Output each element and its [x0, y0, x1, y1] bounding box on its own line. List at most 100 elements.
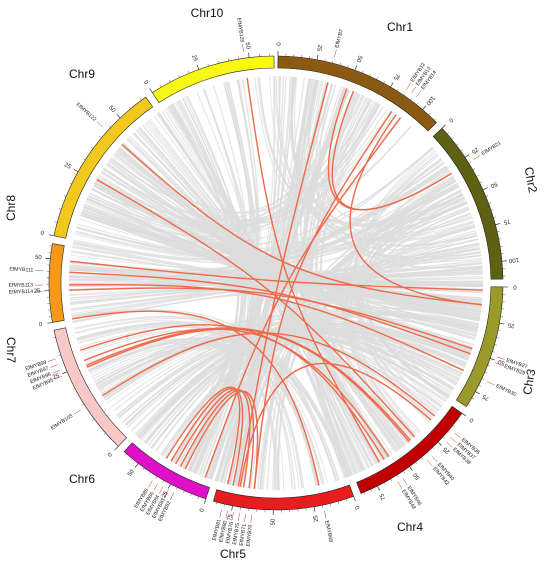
tick-mark: [100, 136, 102, 138]
tick-mark: [58, 355, 60, 356]
chromosome-label-chr4: Chr4: [397, 520, 423, 534]
tick-label: 25: [63, 162, 72, 171]
gene-marker: [427, 460, 432, 466]
tick-mark: [348, 65, 349, 67]
tick-mark: [475, 392, 479, 394]
tick-mark: [346, 499, 347, 501]
tick-mark: [473, 169, 475, 170]
tick-mark: [456, 144, 458, 146]
tick-label: 25: [442, 445, 451, 454]
tick-mark: [443, 437, 445, 439]
tick-mark: [493, 217, 495, 218]
gene-marker: [50, 365, 57, 368]
tick-mark: [438, 442, 442, 446]
chromosome-segment-chr8: [49, 244, 64, 323]
tick-mark: [104, 433, 106, 435]
gene-marker: [406, 83, 410, 90]
chromosome-label-chr7: Chr7: [4, 337, 18, 363]
gene-label-efmyb114: EfMYB114: [9, 289, 34, 296]
chromosome-label-chr8: Chr8: [4, 195, 18, 221]
tick-mark: [499, 323, 504, 324]
chromosome-label-chr5: Chr5: [220, 547, 246, 561]
tick-mark: [416, 462, 418, 464]
gene-marker: [48, 359, 56, 362]
tick-mark: [452, 138, 454, 140]
tick-mark: [131, 459, 133, 461]
tick-mark: [391, 83, 394, 87]
tick-mark: [377, 486, 379, 490]
tick-mark: [483, 188, 488, 190]
tick-label: 0: [142, 80, 149, 87]
tick-label: 75: [391, 72, 400, 81]
tick-label: 100: [508, 256, 519, 263]
tick-mark: [232, 506, 233, 511]
tick-mark: [314, 507, 315, 512]
tick-label: 25: [190, 54, 198, 63]
tick-mark: [332, 61, 333, 63]
tick-mark: [325, 59, 326, 61]
tick-mark: [429, 113, 431, 115]
gene-label-efmyb68: EfMYB68: [323, 520, 333, 543]
tick-mark: [70, 183, 72, 184]
gene-marker: [242, 44, 243, 52]
tick-mark: [482, 379, 484, 380]
tick-mark: [421, 457, 423, 459]
tick-mark: [354, 496, 356, 501]
tick-label: 100: [424, 94, 435, 106]
chromosome-label-chr9: Chr9: [69, 67, 95, 81]
tick-mark: [458, 419, 460, 421]
tick-mark: [62, 372, 67, 374]
chromosome-label-chr10: Chr10: [191, 6, 224, 20]
gene-label-efmyb7: EfMYB7: [334, 29, 345, 49]
tick-mark: [397, 89, 398, 91]
tick-mark: [55, 222, 57, 223]
tick-mark: [59, 209, 61, 210]
gene-marker: [245, 514, 246, 522]
tick-mark: [143, 468, 144, 470]
tick-label: 0: [447, 116, 454, 123]
tick-label: 50: [35, 255, 43, 262]
tick-mark: [410, 467, 413, 471]
gene-marker: [154, 484, 158, 491]
tick-mark: [479, 385, 481, 386]
tick-label: 0: [107, 452, 114, 459]
tick-mark: [340, 63, 341, 65]
tick-mark: [397, 475, 398, 477]
tick-mark: [490, 358, 495, 360]
tick-mark: [115, 446, 118, 450]
gene-marker: [220, 510, 222, 518]
tick-mark: [448, 431, 450, 433]
tick-mark: [48, 322, 53, 323]
gene-label-efmyb128: EfMYB128: [235, 17, 244, 43]
tick-mark: [461, 150, 463, 151]
gene-marker: [411, 87, 416, 94]
tick-label: 0: [274, 42, 280, 46]
tick-mark: [404, 93, 405, 95]
gene-marker: [251, 515, 252, 523]
tick-label: 50: [127, 468, 136, 477]
tick-mark: [480, 182, 482, 183]
tick-mark: [442, 125, 446, 128]
tick-mark: [149, 472, 150, 474]
gene-marker: [454, 433, 460, 438]
tick-mark: [384, 483, 385, 485]
tick-mark: [73, 388, 75, 389]
tick-label: 50: [271, 518, 277, 525]
tick-mark: [74, 169, 78, 171]
tick-label: 50: [412, 471, 421, 480]
tick-mark: [198, 496, 199, 498]
chromosome-label-chr1: Chr1: [387, 20, 413, 34]
tick-mark: [117, 114, 120, 118]
tick-mark: [453, 425, 455, 427]
tick-label: 75: [502, 217, 511, 225]
gene-marker: [416, 91, 421, 97]
background-links: [69, 76, 483, 490]
tick-mark: [176, 487, 177, 489]
tick-label: 75: [481, 392, 490, 401]
tick-mark: [447, 132, 449, 134]
tick-mark: [129, 107, 131, 109]
tick-label: 50: [244, 42, 251, 50]
tick-mark: [489, 203, 491, 204]
